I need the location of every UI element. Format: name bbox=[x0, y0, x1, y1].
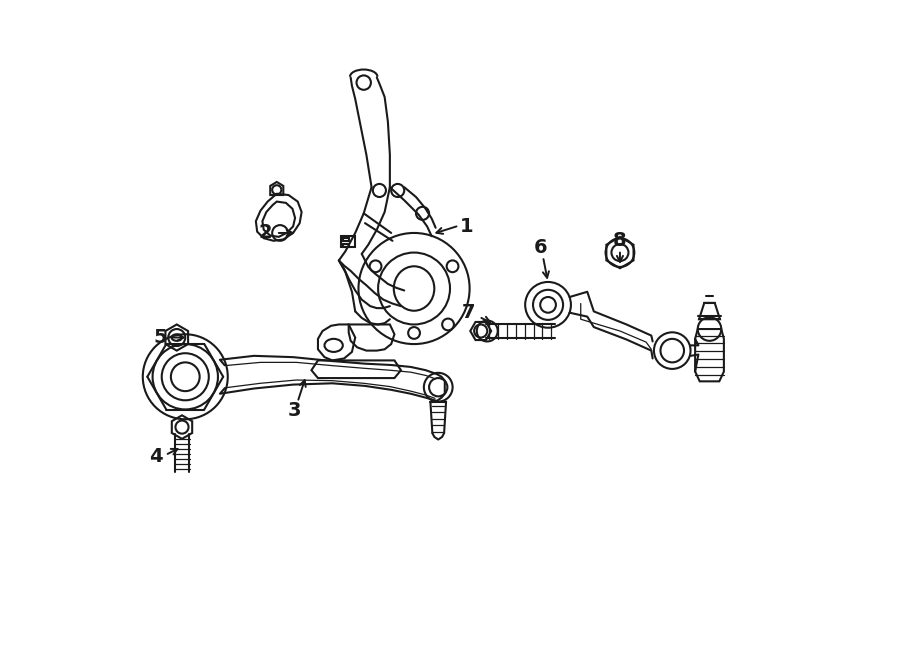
Text: 1: 1 bbox=[460, 217, 473, 236]
Text: 4: 4 bbox=[149, 447, 163, 466]
Text: 2: 2 bbox=[259, 224, 273, 242]
Text: 3: 3 bbox=[288, 401, 302, 420]
Text: 5: 5 bbox=[153, 328, 166, 347]
Text: 7: 7 bbox=[462, 303, 475, 322]
Text: 6: 6 bbox=[534, 238, 547, 257]
Text: 8: 8 bbox=[613, 231, 626, 250]
